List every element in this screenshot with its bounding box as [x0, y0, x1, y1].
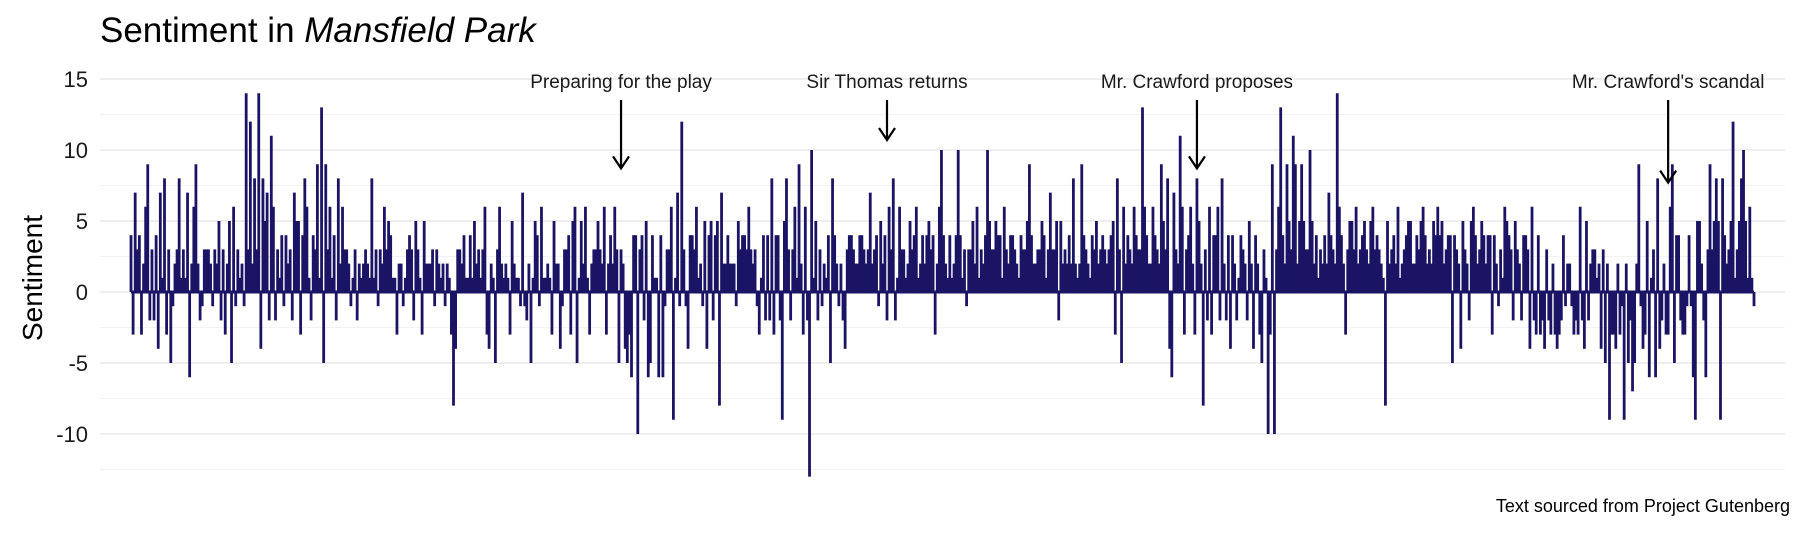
y-tick-label: 10	[64, 138, 88, 163]
annotation-label: Preparing for the play	[530, 72, 712, 93]
annotation: Sir Thomas returns	[806, 72, 968, 142]
annotation-arrow-head	[878, 127, 896, 142]
annotations: Preparing for the play Sir Thomas returns…	[530, 72, 1765, 185]
y-ticks: 15 10 5 0 -5 -10	[56, 67, 88, 447]
annotation-arrow-head	[1188, 155, 1206, 171]
annotation-arrow-head	[612, 155, 630, 171]
y-tick-label: 5	[76, 209, 88, 234]
bars	[129, 93, 1756, 477]
chart-title-prefix: Sentiment in	[100, 11, 304, 50]
y-axis-title: Sentiment	[17, 215, 48, 341]
chart-title: Sentiment in Mansfield Park	[100, 11, 537, 50]
annotation-label: Mr. Crawford proposes	[1101, 72, 1293, 93]
annotation-arrow-head	[1659, 169, 1678, 185]
chart-title-italic: Mansfield Park	[304, 11, 537, 50]
y-tick-label: -10	[56, 422, 88, 447]
annotation: Preparing for the play	[530, 72, 712, 171]
annotation-label: Mr. Crawford's scandal	[1572, 72, 1765, 93]
y-tick-label: 0	[76, 280, 88, 305]
chart-caption: Text sourced from Project Gutenberg	[1496, 496, 1790, 516]
y-tick-label: 15	[64, 67, 88, 92]
annotation: Mr. Crawford's scandal	[1572, 72, 1765, 185]
y-tick-label: -5	[68, 351, 88, 376]
annotation-label: Sir Thomas returns	[806, 72, 967, 93]
annotation: Mr. Crawford proposes	[1101, 72, 1293, 171]
